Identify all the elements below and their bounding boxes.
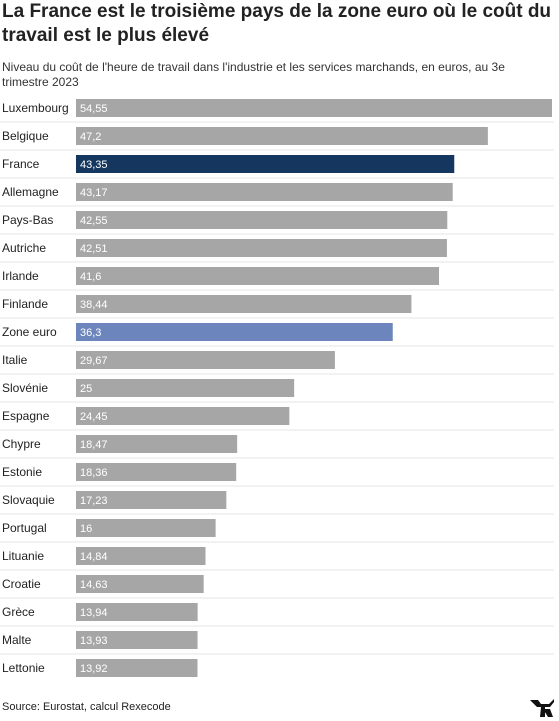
value-label-portugal: 16 [80,523,92,535]
category-label-finlande: Finlande [2,297,48,311]
value-label-zone-euro: 36,3 [80,327,101,339]
category-label-france: France [2,157,40,171]
value-label-belgique: 47,2 [80,131,101,143]
category-label-slovaquie: Slovaquie [2,493,55,507]
bar-irlande [76,267,439,285]
category-label-irlande: Irlande [2,269,39,283]
value-label-finlande: 38,44 [80,299,108,311]
bar-grece [76,603,198,621]
category-label-malte: Malte [2,633,32,647]
bar-espagne [76,407,290,425]
value-label-irlande: 41,6 [80,271,101,283]
category-label-slovenie: Slovénie [2,381,48,395]
bar-pays-bas [76,211,448,229]
bar-allemagne [76,183,453,201]
category-label-luxembourg: Luxembourg [2,101,69,115]
category-label-belgique: Belgique [2,129,49,143]
chart-title: La France est le troisième pays de la zo… [2,1,552,46]
category-label-zone-euro: Zone euro [2,325,57,339]
category-label-allemagne: Allemagne [2,185,59,199]
bar-belgique [76,127,488,145]
bar-slovaquie [76,491,227,509]
value-label-slovaquie: 17,23 [80,495,108,507]
source-note: Source: Eurostat, calcul Rexecode [2,701,171,713]
bar-portugal [76,519,216,537]
value-label-slovenie: 25 [80,383,92,395]
category-label-lituanie: Lituanie [2,549,44,563]
value-label-espagne: 24,45 [80,411,108,423]
bar-finlande [76,295,412,313]
bar-italie [76,351,335,369]
value-label-italie: 29,67 [80,355,108,367]
value-label-croatie: 14,63 [80,579,108,591]
category-label-lettonie: Lettonie [2,661,45,675]
publisher-logo-icon [530,699,554,717]
category-label-espagne: Espagne [2,409,50,423]
value-label-grece: 13,94 [80,607,108,619]
chart-subtitle: Niveau du coût de l'heure de travail dan… [2,60,505,89]
bar-lituanie [76,547,206,565]
category-label-chypre: Chypre [2,437,41,451]
bar-malte [76,631,198,649]
value-label-luxembourg: 54,55 [80,103,108,115]
value-label-lituanie: 14,84 [80,551,108,563]
bar-slovenie [76,379,295,397]
bar-chypre [76,435,238,453]
category-label-pays-bas: Pays-Bas [2,213,53,227]
bar-france [76,155,455,173]
bar-lettonie [76,659,198,677]
category-label-italie: Italie [2,353,28,367]
value-label-allemagne: 43,17 [80,187,108,199]
bar-chart: Luxembourg 54,55 Belgique 47,2 France 43,35 Al… [0,99,554,677]
category-label-portugal: Portugal [2,521,47,535]
category-label-autriche: Autriche [2,241,46,255]
category-label-grece: Grèce [2,605,35,619]
value-label-autriche: 42,51 [80,243,108,255]
value-label-france: 43,35 [80,159,108,171]
value-label-estonie: 18,36 [80,467,108,479]
bar-luxembourg [76,99,552,117]
bar-croatie [76,575,204,593]
value-label-malte: 13,93 [80,635,108,647]
category-label-estonie: Estonie [2,465,42,479]
bar-autriche [76,239,447,257]
value-label-lettonie: 13,92 [80,663,108,675]
value-label-pays-bas: 42,55 [80,215,108,227]
value-label-chypre: 18,47 [80,439,108,451]
bar-estonie [76,463,237,481]
category-label-croatie: Croatie [2,577,41,591]
bar-zone-euro [76,323,393,341]
